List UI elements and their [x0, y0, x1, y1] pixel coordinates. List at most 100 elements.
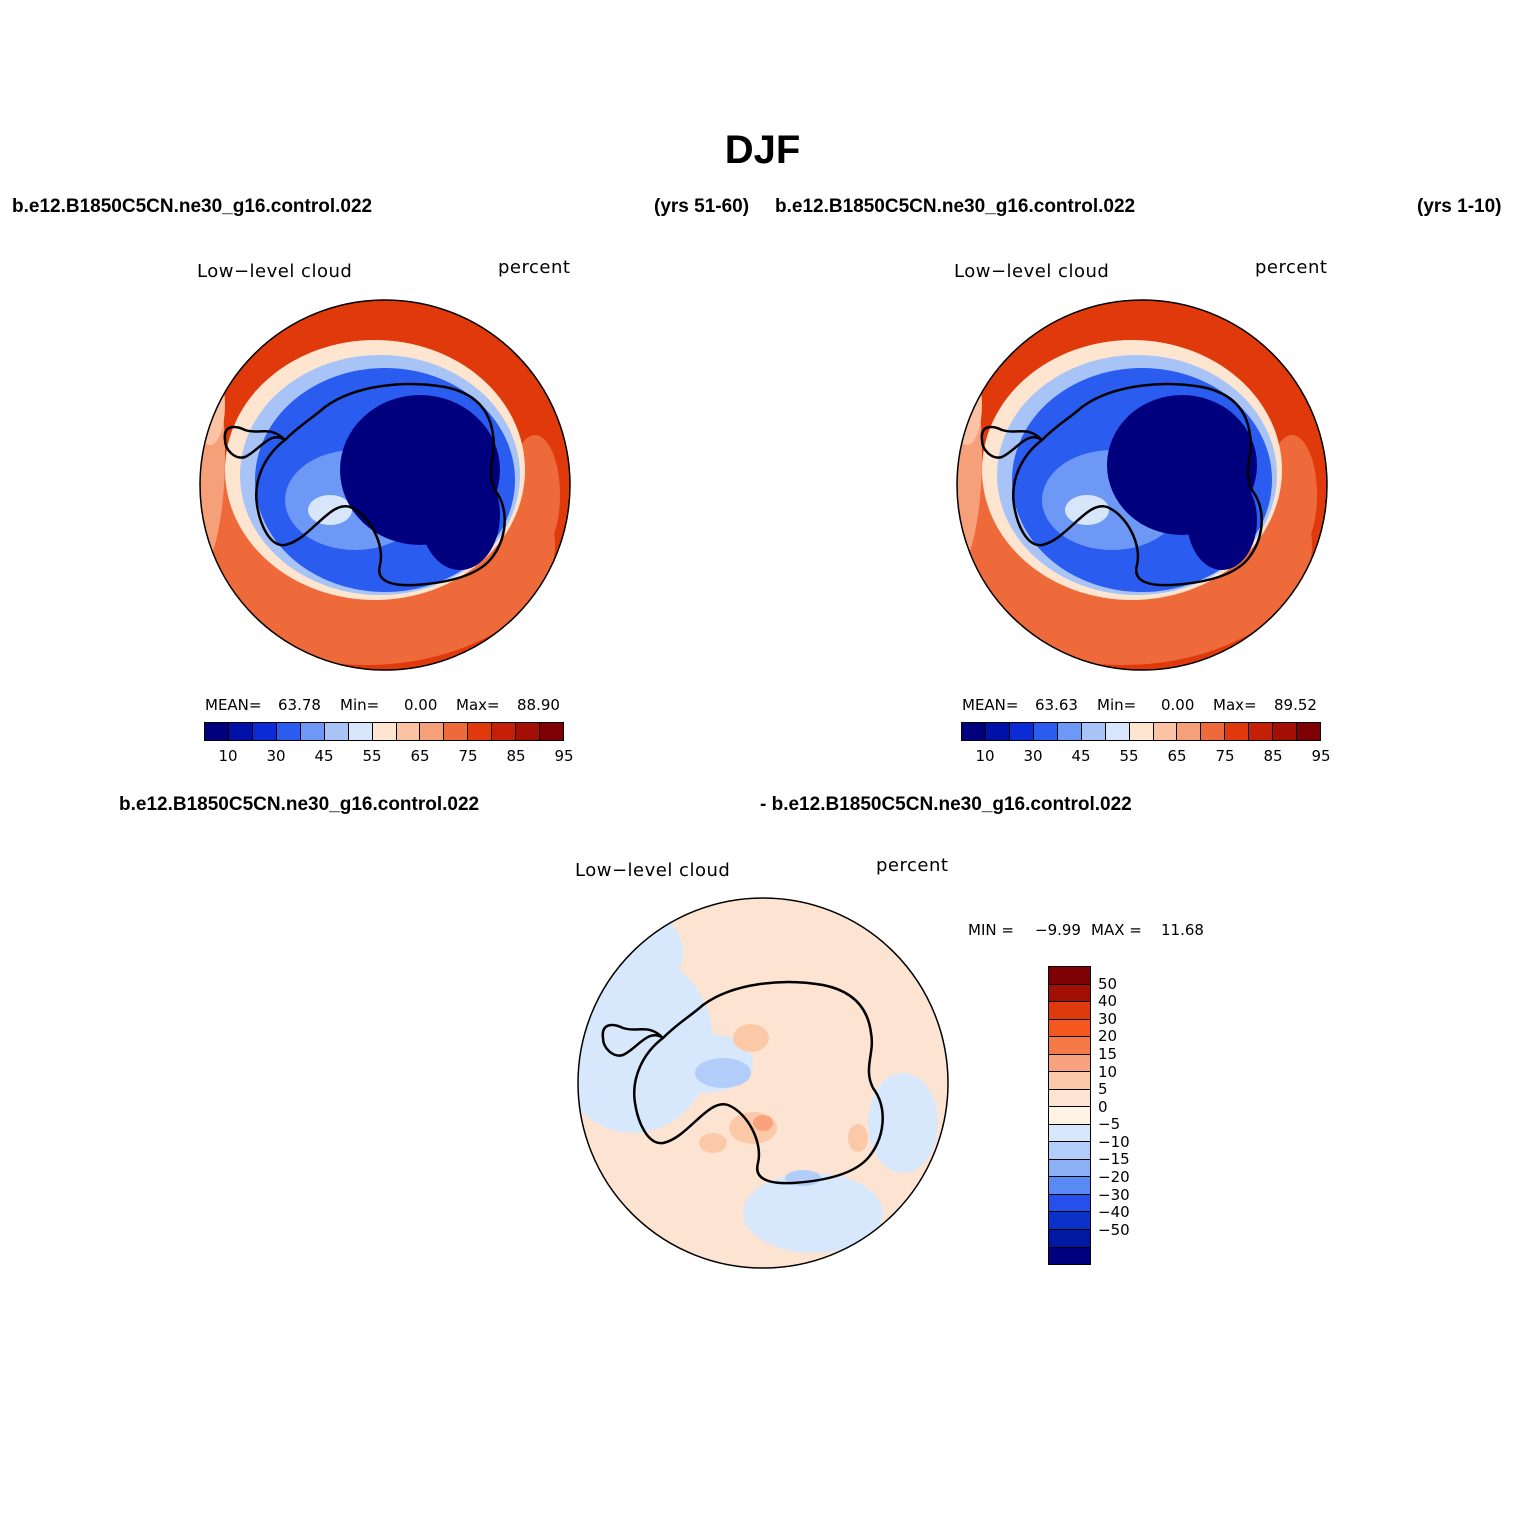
panel1-max-value: 88.90 [517, 696, 560, 714]
panel2-max-value: 89.52 [1274, 696, 1317, 714]
panel2-min-label: Min= [1097, 696, 1137, 714]
panel2-colorbar-swatch [1153, 723, 1178, 740]
panel2-colorbar-swatch [1009, 723, 1034, 740]
panel1-colorbar-tick-label: 85 [506, 747, 526, 765]
diff-colorbar-tick-label: −15 [1098, 1150, 1130, 1169]
panel1-colorbar-swatch [492, 723, 517, 740]
panel1-colorbar-swatch [300, 723, 325, 740]
panel1-colorbar-tick-label: 95 [554, 747, 574, 765]
diff-colorbar-swatch [1049, 1159, 1090, 1178]
diff-colorbar-swatch [1049, 984, 1090, 1003]
diff-min-value: −9.99 [1035, 921, 1081, 939]
panel1-colorbar-swatch [205, 723, 229, 740]
panel1-mean-label: MEAN= [205, 696, 262, 714]
panel2-colorbar-swatch [1033, 723, 1058, 740]
panel2-colorbar-swatch [1273, 723, 1298, 740]
panel1-years: (yrs 51-60) [654, 196, 750, 217]
panel2-colorbar-swatch [1225, 723, 1250, 740]
panel2-colorbar-swatch [962, 723, 986, 740]
panel2-colorbar-tick-label: 55 [1119, 747, 1139, 765]
diff-max-label: MAX = [1091, 921, 1142, 939]
panel1-mean-value: 63.78 [278, 696, 321, 714]
panel2-min-value: 0.00 [1161, 696, 1195, 714]
diff-colorbar-tick-label: −40 [1098, 1203, 1130, 1222]
panel1-max-label: Max= [456, 696, 500, 714]
diff-colorbar-swatch [1049, 1229, 1090, 1248]
panel1-min-value: 0.00 [404, 696, 438, 714]
panel2-colorbar-swatch [1249, 723, 1274, 740]
diff-colorbar-tick-label: −10 [1098, 1132, 1130, 1151]
panel1-case-name: b.e12.B1850C5CN.ne30_g16.control.022 [12, 196, 373, 217]
panel2-colorbar-tick-label: 10 [975, 747, 995, 765]
panel2-mean-label: MEAN= [962, 696, 1019, 714]
diff-case-name-right: - b.e12.B1850C5CN.ne30_g16.control.022 [760, 794, 1132, 815]
panel1-colorbar-swatch [540, 723, 564, 740]
panel2-max-label: Max= [1213, 696, 1257, 714]
diff-colorbar-swatch [1049, 1037, 1090, 1055]
diff-colorbar-tick-label: 5 [1098, 1080, 1108, 1099]
diff-colorbar-tick-label: 10 [1098, 1062, 1118, 1081]
diff-colorbar-swatch [1049, 1019, 1090, 1038]
diff-colorbar [1048, 966, 1091, 1265]
panel2-colorbar-tick-label: 45 [1071, 747, 1091, 765]
diff-colorbar-swatch [1049, 1054, 1090, 1073]
diff-colorbar-swatch [1049, 1124, 1090, 1143]
panel2-polar-map [956, 299, 1328, 671]
panel2-colorbar-swatch [1201, 723, 1226, 740]
panel2-case-name: b.e12.B1850C5CN.ne30_g16.control.022 [775, 196, 1136, 217]
diff-colorbar-tick-label: 50 [1098, 974, 1118, 993]
diff-units-label: percent [876, 855, 949, 876]
panel1-colorbar-swatch [372, 723, 397, 740]
panel2-years: (yrs 1-10) [1417, 196, 1502, 217]
panel2-colorbar-swatch [1297, 723, 1321, 740]
panel1-min-label: Min= [340, 696, 380, 714]
panel2-colorbar-swatch [1177, 723, 1202, 740]
diff-colorbar-tick-label: −5 [1098, 1115, 1121, 1134]
panel2-colorbar-swatch [985, 723, 1010, 740]
diff-colorbar-tick-label: 30 [1098, 1009, 1118, 1028]
panel2-units-label: percent [1255, 257, 1328, 278]
diff-colorbar-tick-label: 0 [1098, 1097, 1108, 1116]
diff-colorbar-swatch [1049, 1212, 1090, 1230]
panel1-colorbar-tick-label: 65 [410, 747, 430, 765]
panel1-colorbar-swatch [228, 723, 253, 740]
panel2-colorbar-swatch [1081, 723, 1106, 740]
panel2-colorbar-swatch [1105, 723, 1130, 740]
panel1-colorbar-swatch [276, 723, 301, 740]
panel1-colorbar-swatch [516, 723, 541, 740]
panel2-colorbar-tick-label: 30 [1023, 747, 1043, 765]
figure-title: DJF [724, 128, 801, 172]
diff-colorbar-swatch [1049, 1142, 1090, 1160]
panel2-colorbar-tick-label: 95 [1311, 747, 1331, 765]
panel1-colorbar-swatch [348, 723, 373, 740]
panel2-colorbar-tick-label: 85 [1263, 747, 1283, 765]
panel1-polar-map [199, 299, 571, 671]
diff-polar-map [577, 897, 949, 1269]
panel2-colorbar [961, 722, 1321, 741]
panel1-colorbar-tick-label: 30 [266, 747, 286, 765]
panel1-colorbar-tick-label: 55 [362, 747, 382, 765]
panel1-colorbar-tick-label: 45 [314, 747, 334, 765]
diff-colorbar-tick-label: −20 [1098, 1168, 1130, 1187]
diff-colorbar-swatch [1049, 967, 1090, 985]
diff-colorbar-swatch [1049, 1089, 1090, 1108]
panel2-colorbar-tick-label: 75 [1215, 747, 1235, 765]
diff-min-label: MIN = [968, 921, 1014, 939]
panel1-colorbar-tick-label: 75 [458, 747, 478, 765]
panel2-variable-label: Low−level cloud [954, 261, 1110, 282]
diff-colorbar-tick-label: 20 [1098, 1027, 1118, 1046]
panel2-colorbar-swatch [1057, 723, 1082, 740]
panel2-colorbar-swatch [1129, 723, 1154, 740]
panel2-mean-value: 63.63 [1035, 696, 1078, 714]
panel1-variable-label: Low−level cloud [197, 261, 353, 282]
panel1-units-label: percent [498, 257, 571, 278]
diff-colorbar-tick-label: 40 [1098, 992, 1118, 1011]
panel1-colorbar-swatch [324, 723, 349, 740]
panel1-colorbar-swatch [468, 723, 493, 740]
diff-colorbar-tick-label: −30 [1098, 1185, 1130, 1204]
diff-colorbar-swatch [1049, 1072, 1090, 1090]
panel1-colorbar-swatch [420, 723, 445, 740]
panel1-colorbar-swatch [252, 723, 277, 740]
panel2-colorbar-tick-label: 65 [1167, 747, 1187, 765]
diff-max-value: 11.68 [1161, 921, 1204, 939]
